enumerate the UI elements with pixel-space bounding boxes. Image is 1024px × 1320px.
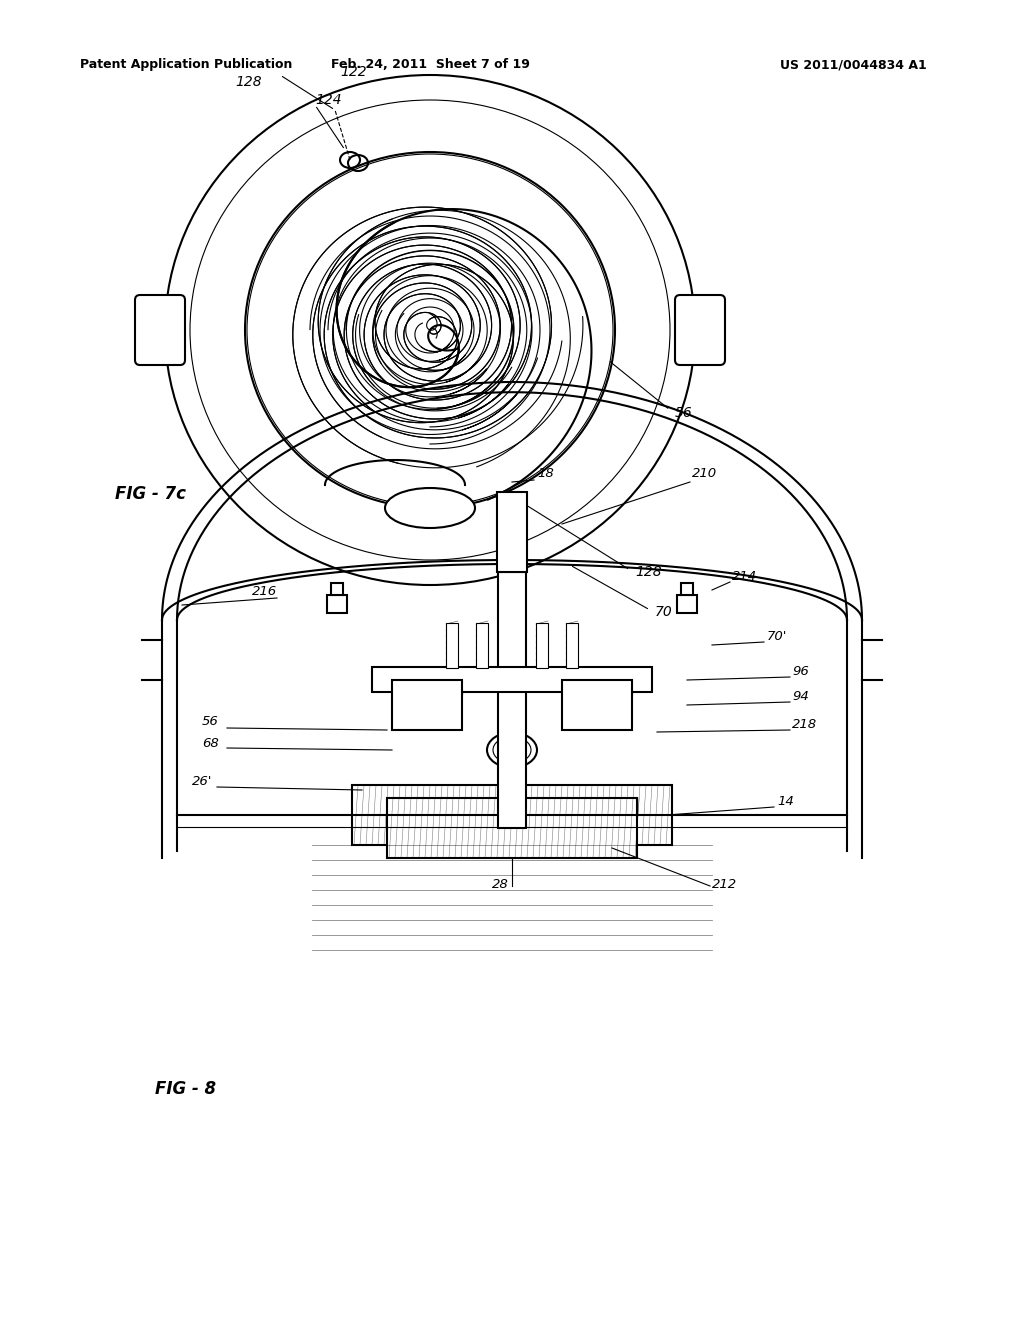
Bar: [536, 623, 548, 668]
Text: 124: 124: [315, 92, 342, 107]
Bar: [327, 595, 347, 612]
Text: 14: 14: [777, 795, 794, 808]
Text: 56: 56: [202, 715, 219, 729]
Bar: [392, 680, 462, 730]
Bar: [352, 785, 672, 845]
Bar: [331, 583, 343, 595]
Text: 18: 18: [537, 467, 554, 480]
Bar: [562, 680, 632, 730]
Ellipse shape: [245, 152, 615, 508]
Text: FIG - 8: FIG - 8: [155, 1080, 216, 1098]
Text: 94: 94: [792, 690, 809, 704]
Text: 218: 218: [792, 718, 817, 731]
Text: US 2011/0044834 A1: US 2011/0044834 A1: [780, 58, 927, 71]
Text: FIG - 7c: FIG - 7c: [115, 484, 186, 503]
Text: 212: 212: [712, 878, 737, 891]
Text: 56: 56: [675, 407, 693, 420]
Text: 28: 28: [492, 878, 509, 891]
Text: 210: 210: [692, 467, 717, 480]
Text: 68: 68: [202, 737, 219, 750]
Text: Feb. 24, 2011  Sheet 7 of 19: Feb. 24, 2011 Sheet 7 of 19: [331, 58, 529, 71]
Bar: [497, 492, 527, 572]
Bar: [476, 623, 488, 668]
Ellipse shape: [385, 488, 475, 528]
FancyBboxPatch shape: [135, 294, 185, 366]
Text: 216: 216: [252, 585, 278, 598]
Bar: [677, 595, 697, 612]
Bar: [681, 583, 693, 595]
Text: 26': 26': [193, 775, 212, 788]
Bar: [566, 623, 578, 668]
Text: 70': 70': [767, 630, 787, 643]
Bar: [446, 623, 458, 668]
Text: 128: 128: [635, 565, 662, 579]
FancyBboxPatch shape: [675, 294, 725, 366]
Text: 96: 96: [792, 665, 809, 678]
Bar: [372, 667, 652, 692]
Text: Patent Application Publication: Patent Application Publication: [80, 58, 293, 71]
Text: 128: 128: [234, 75, 261, 88]
Text: 122: 122: [340, 65, 367, 79]
Bar: [387, 799, 637, 858]
Text: 70: 70: [655, 605, 673, 619]
Text: 214: 214: [732, 570, 757, 583]
Bar: [498, 572, 526, 828]
